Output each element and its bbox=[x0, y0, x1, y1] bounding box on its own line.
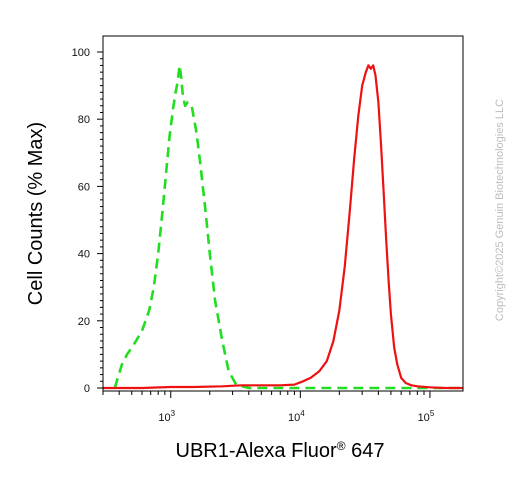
y-tick-label: 40 bbox=[78, 249, 90, 261]
y-tick-label: 80 bbox=[78, 114, 90, 126]
control-histogram-line bbox=[115, 65, 463, 388]
copyright-watermark: Copyright©2025 Genuin Biotechnologies LL… bbox=[494, 99, 506, 321]
x-axis-ticks: 103 104 105 bbox=[103, 391, 435, 424]
y-tick-label: 60 bbox=[78, 181, 90, 193]
x-axis-title-tail: 647 bbox=[346, 440, 385, 462]
x-tick-label: 105 bbox=[418, 409, 435, 424]
x-axis-title-main: UBR1-Alexa Fluor bbox=[176, 440, 338, 462]
y-tick-label: 20 bbox=[78, 316, 90, 328]
sample-histogram-line bbox=[103, 65, 463, 388]
y-tick-label: 0 bbox=[84, 383, 90, 395]
plot-frame bbox=[103, 36, 463, 391]
x-axis-title-superscript: ® bbox=[337, 439, 346, 453]
series-layer bbox=[103, 65, 463, 388]
y-axis-ticks: 0 20 40 60 80 100 bbox=[72, 47, 103, 395]
x-axis-title: UBR1-Alexa Fluor® 647 bbox=[176, 439, 385, 462]
x-tick-label: 104 bbox=[288, 409, 305, 424]
x-tick-label: 103 bbox=[158, 409, 175, 424]
y-axis-title: Cell Counts (% Max) bbox=[25, 122, 47, 305]
y-tick-label: 100 bbox=[72, 47, 90, 59]
